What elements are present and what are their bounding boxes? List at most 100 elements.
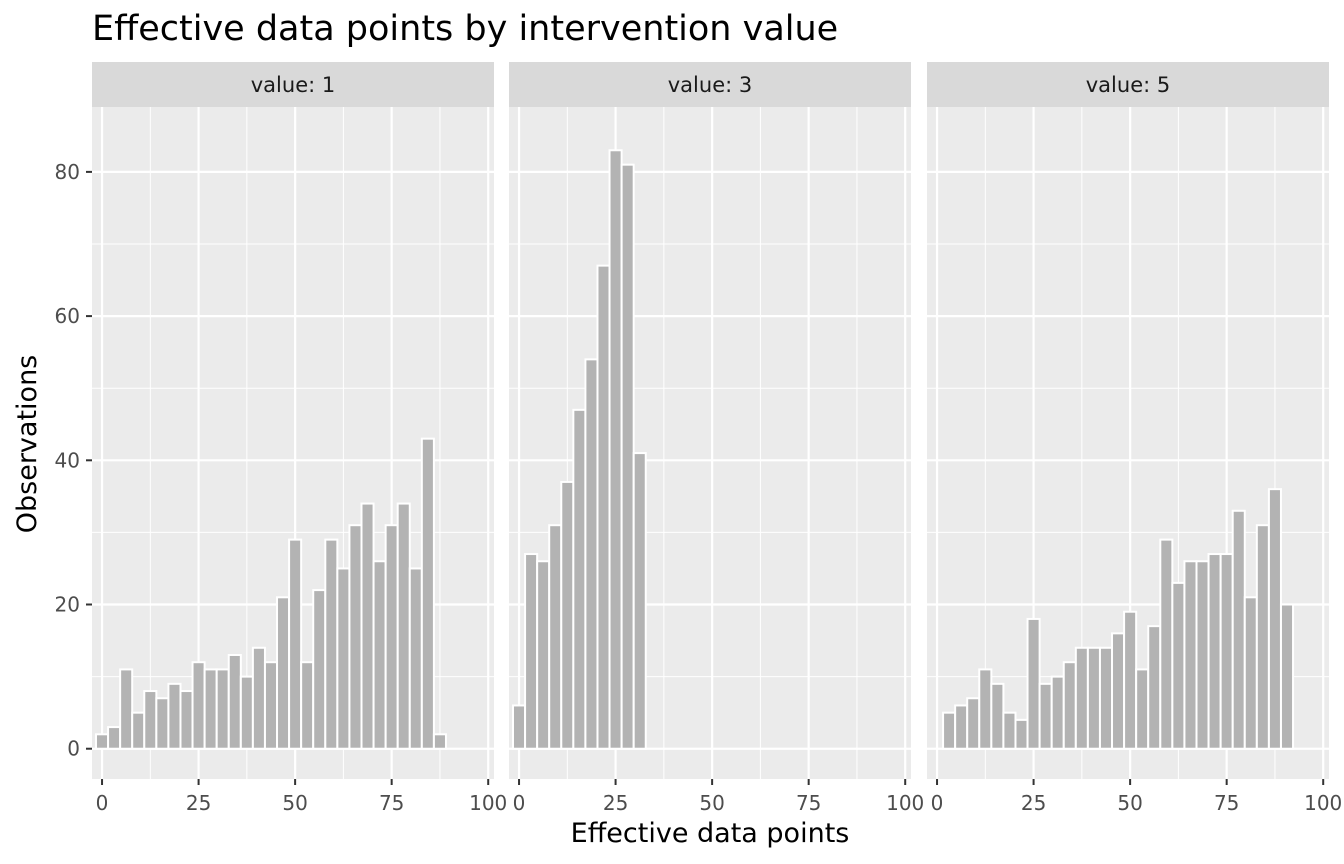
histogram-bar xyxy=(1207,553,1222,750)
y-axis-title: Observations xyxy=(12,355,43,533)
histogram-bar xyxy=(1231,509,1246,750)
histogram-bar xyxy=(276,596,291,750)
histogram-bar xyxy=(167,682,182,750)
histogram-bar xyxy=(584,358,599,750)
histogram-bar xyxy=(1135,668,1150,750)
x-tick-label: 100 xyxy=(469,791,507,815)
histogram-bar xyxy=(1062,661,1077,750)
histogram-bar xyxy=(155,697,170,750)
histogram-bar xyxy=(312,589,327,750)
histogram-bar xyxy=(203,668,218,750)
x-tick-label: 0 xyxy=(513,791,526,815)
histogram-bar xyxy=(572,408,587,750)
histogram-bar xyxy=(1183,560,1198,750)
histogram-bar xyxy=(251,646,266,750)
y-tick-label: 40 xyxy=(55,448,80,472)
histogram-bar xyxy=(620,163,635,750)
x-tick-label: 75 xyxy=(1214,791,1239,815)
histogram-bar xyxy=(1159,538,1174,750)
histogram-bar xyxy=(372,560,387,750)
histogram-bar xyxy=(239,675,254,750)
histogram-bar xyxy=(420,437,435,750)
histogram-bar xyxy=(432,733,447,750)
histogram-bar xyxy=(215,668,230,750)
x-tick-label: 100 xyxy=(886,791,924,815)
histogram-bar xyxy=(119,668,134,750)
histogram-bar xyxy=(1219,553,1234,750)
histogram-bar xyxy=(107,726,122,750)
facet-strip-label: value: 5 xyxy=(1086,73,1170,97)
histogram-bar xyxy=(396,502,411,750)
histogram-bar xyxy=(990,682,1005,750)
x-tick-label: 0 xyxy=(96,791,109,815)
histogram-bar xyxy=(1086,646,1101,750)
histogram-bar xyxy=(1195,560,1210,750)
histogram-bar xyxy=(560,480,575,750)
histogram-bar xyxy=(1267,488,1282,750)
histogram-bar xyxy=(300,661,315,750)
chart-title: Effective data points by intervention va… xyxy=(92,9,838,49)
facet-panel: value: 5 0 25 50 75 100 xyxy=(927,62,1342,815)
x-tick-label: 25 xyxy=(186,791,211,815)
histogram-bar xyxy=(95,733,110,750)
y-tick-label: 80 xyxy=(55,160,80,184)
histogram-bar xyxy=(1098,646,1114,750)
histogram-bar xyxy=(1002,711,1017,750)
histogram-bar xyxy=(1243,596,1258,750)
x-tick-label: 25 xyxy=(1021,791,1046,815)
x-tick-label: 25 xyxy=(603,791,628,815)
histogram-bar xyxy=(408,567,423,750)
histogram-bar xyxy=(524,553,539,750)
y-tick-label: 20 xyxy=(55,593,80,617)
facet-panel: value: 1 0 25 50 75 100 xyxy=(92,62,507,815)
histogram-bar xyxy=(596,264,611,750)
histogram-bar xyxy=(548,524,563,750)
facet-strip-label: value: 3 xyxy=(668,73,752,97)
histogram-bar xyxy=(1255,524,1270,750)
facet-strip xyxy=(927,62,1329,107)
histogram-bar xyxy=(336,567,351,750)
histogram-bar xyxy=(288,538,303,750)
x-tick-label: 100 xyxy=(1304,791,1342,815)
histogram-bar xyxy=(942,711,957,750)
x-tick-label: 0 xyxy=(931,791,944,815)
x-axis-title: Effective data points xyxy=(571,818,850,849)
histogram-bar xyxy=(227,653,242,750)
facet-strip xyxy=(509,62,911,107)
histogram-bar xyxy=(1014,718,1029,750)
histogram-bar xyxy=(1279,603,1295,750)
histogram-bar xyxy=(360,502,375,750)
histogram-bar xyxy=(384,524,399,750)
y-tick-label: 60 xyxy=(55,304,80,328)
y-axis: 0 20 40 60 80 xyxy=(55,160,92,761)
histogram-bar xyxy=(608,149,623,750)
histogram-bar xyxy=(324,538,339,750)
y-tick-label: 0 xyxy=(67,737,80,761)
facet-panel: value: 3 0 25 50 75 100 xyxy=(509,62,924,815)
x-tick-label: 50 xyxy=(1117,791,1142,815)
facet-strip xyxy=(92,62,494,107)
histogram-bar xyxy=(632,452,647,750)
histogram-bar xyxy=(1147,625,1162,750)
histogram-bar xyxy=(1050,675,1065,750)
histogram-bar xyxy=(966,697,981,750)
histogram-bar xyxy=(348,524,363,750)
histogram-bar xyxy=(512,704,527,750)
histogram-bar xyxy=(1123,610,1138,750)
histogram-bar xyxy=(143,690,158,750)
histogram-bar xyxy=(536,560,551,750)
x-tick-label: 50 xyxy=(699,791,724,815)
x-tick-label: 50 xyxy=(282,791,307,815)
histogram-bar xyxy=(191,661,206,750)
facet-strip-label: value: 1 xyxy=(251,73,335,97)
histogram-bar xyxy=(263,661,279,750)
x-tick-label: 75 xyxy=(796,791,821,815)
histogram-bar xyxy=(1026,617,1041,750)
histogram-bar xyxy=(1038,682,1053,750)
histogram-bar xyxy=(1171,581,1186,750)
histogram-bar xyxy=(954,704,969,750)
histogram-bar xyxy=(1111,632,1126,750)
histogram-bar xyxy=(978,668,993,750)
